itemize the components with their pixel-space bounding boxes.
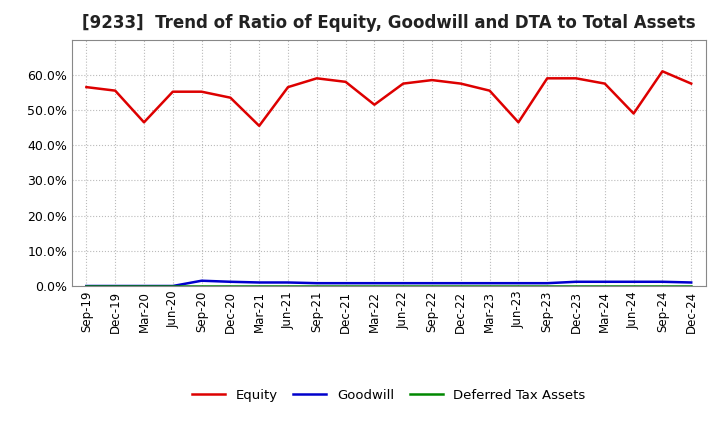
Title: [9233]  Trend of Ratio of Equity, Goodwill and DTA to Total Assets: [9233] Trend of Ratio of Equity, Goodwil… (82, 15, 696, 33)
Legend: Equity, Goodwill, Deferred Tax Assets: Equity, Goodwill, Deferred Tax Assets (186, 384, 591, 407)
